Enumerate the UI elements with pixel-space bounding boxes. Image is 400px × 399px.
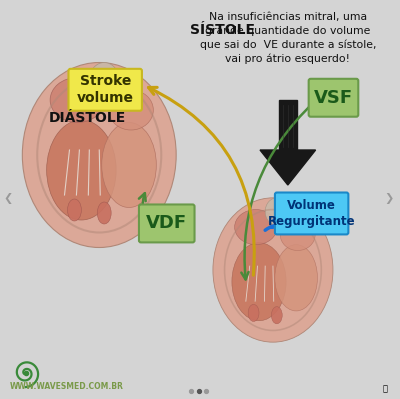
Text: SÍSTOLE: SÍSTOLE <box>190 23 255 37</box>
Ellipse shape <box>102 122 156 207</box>
Ellipse shape <box>97 202 111 224</box>
Ellipse shape <box>265 198 288 225</box>
Text: VDF: VDF <box>146 214 187 233</box>
Ellipse shape <box>22 63 176 247</box>
Text: Volume
Regurgitante: Volume Regurgitante <box>268 199 356 228</box>
Ellipse shape <box>68 199 81 221</box>
Text: Stroke
volume: Stroke volume <box>77 74 134 105</box>
FancyBboxPatch shape <box>139 204 194 243</box>
Ellipse shape <box>248 304 259 322</box>
Text: ❯: ❯ <box>384 194 394 205</box>
Ellipse shape <box>213 198 333 342</box>
Ellipse shape <box>275 245 318 311</box>
FancyBboxPatch shape <box>68 69 142 111</box>
FancyBboxPatch shape <box>275 192 348 235</box>
Ellipse shape <box>232 243 286 321</box>
Text: WWW.WAVESMED.COM.BR: WWW.WAVESMED.COM.BR <box>10 382 124 391</box>
Ellipse shape <box>89 63 119 97</box>
Text: VSF: VSF <box>314 89 353 107</box>
Text: ❮: ❮ <box>3 194 13 205</box>
Text: Na insuficiências mitral, uma
grande quantidade do volume
que sai do  VE durante: Na insuficiências mitral, uma grande qua… <box>200 12 376 64</box>
Text: DIÁSTOLE: DIÁSTOLE <box>49 111 126 125</box>
Ellipse shape <box>50 77 105 122</box>
Polygon shape <box>279 100 297 150</box>
Ellipse shape <box>109 90 153 130</box>
Ellipse shape <box>116 69 138 97</box>
Text: 🔇: 🔇 <box>382 385 388 393</box>
Ellipse shape <box>286 203 303 225</box>
FancyBboxPatch shape <box>309 79 358 117</box>
Ellipse shape <box>47 120 116 220</box>
Ellipse shape <box>235 209 277 245</box>
Ellipse shape <box>280 219 315 251</box>
Polygon shape <box>260 150 316 185</box>
Ellipse shape <box>271 307 282 324</box>
